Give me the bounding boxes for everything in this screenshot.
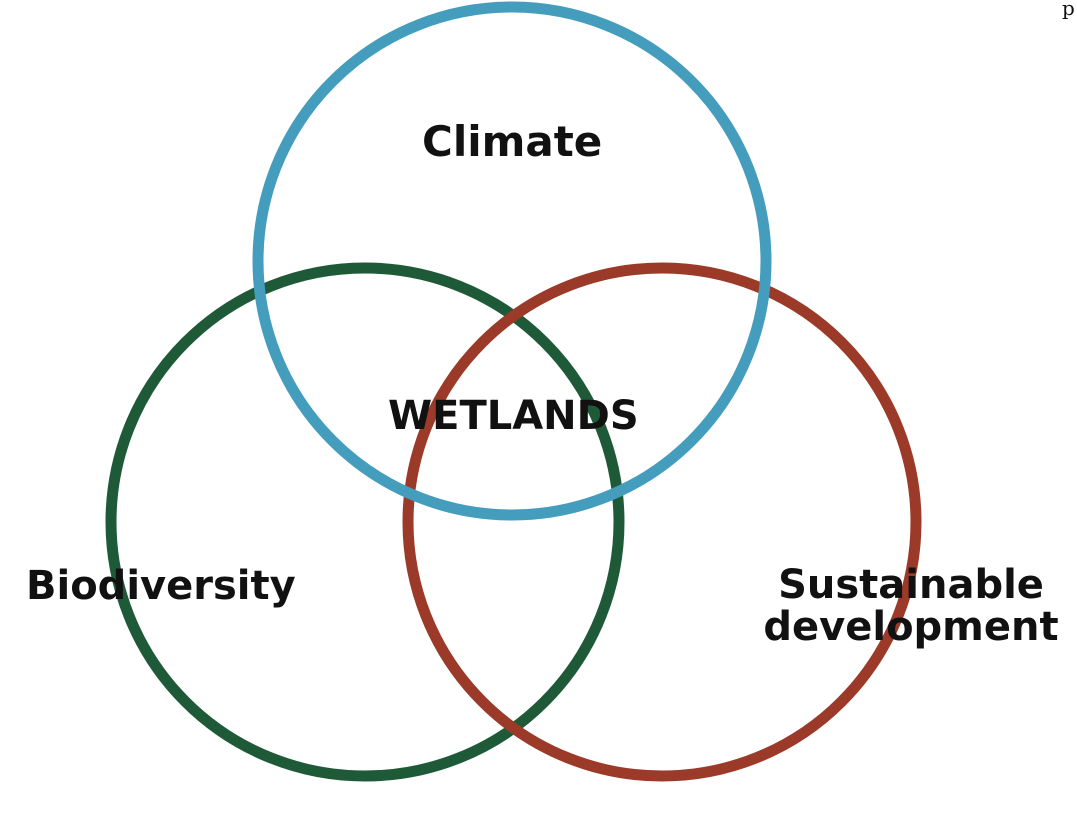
climate-label: Climate bbox=[422, 117, 603, 166]
corner-text-fragment: p bbox=[1062, 0, 1075, 20]
wetlands-center-label: WETLANDS bbox=[388, 393, 639, 439]
sustainable-development-label: Sustainable development bbox=[760, 564, 1062, 648]
biodiversity-circle bbox=[105, 262, 625, 782]
biodiversity-label: Biodiversity bbox=[26, 563, 296, 609]
sustainable-label-line-2: development bbox=[763, 604, 1059, 650]
climate-circle bbox=[252, 1, 772, 521]
sustainable-development-circle bbox=[402, 262, 922, 782]
sustainable-label-line-1: Sustainable bbox=[778, 562, 1044, 608]
